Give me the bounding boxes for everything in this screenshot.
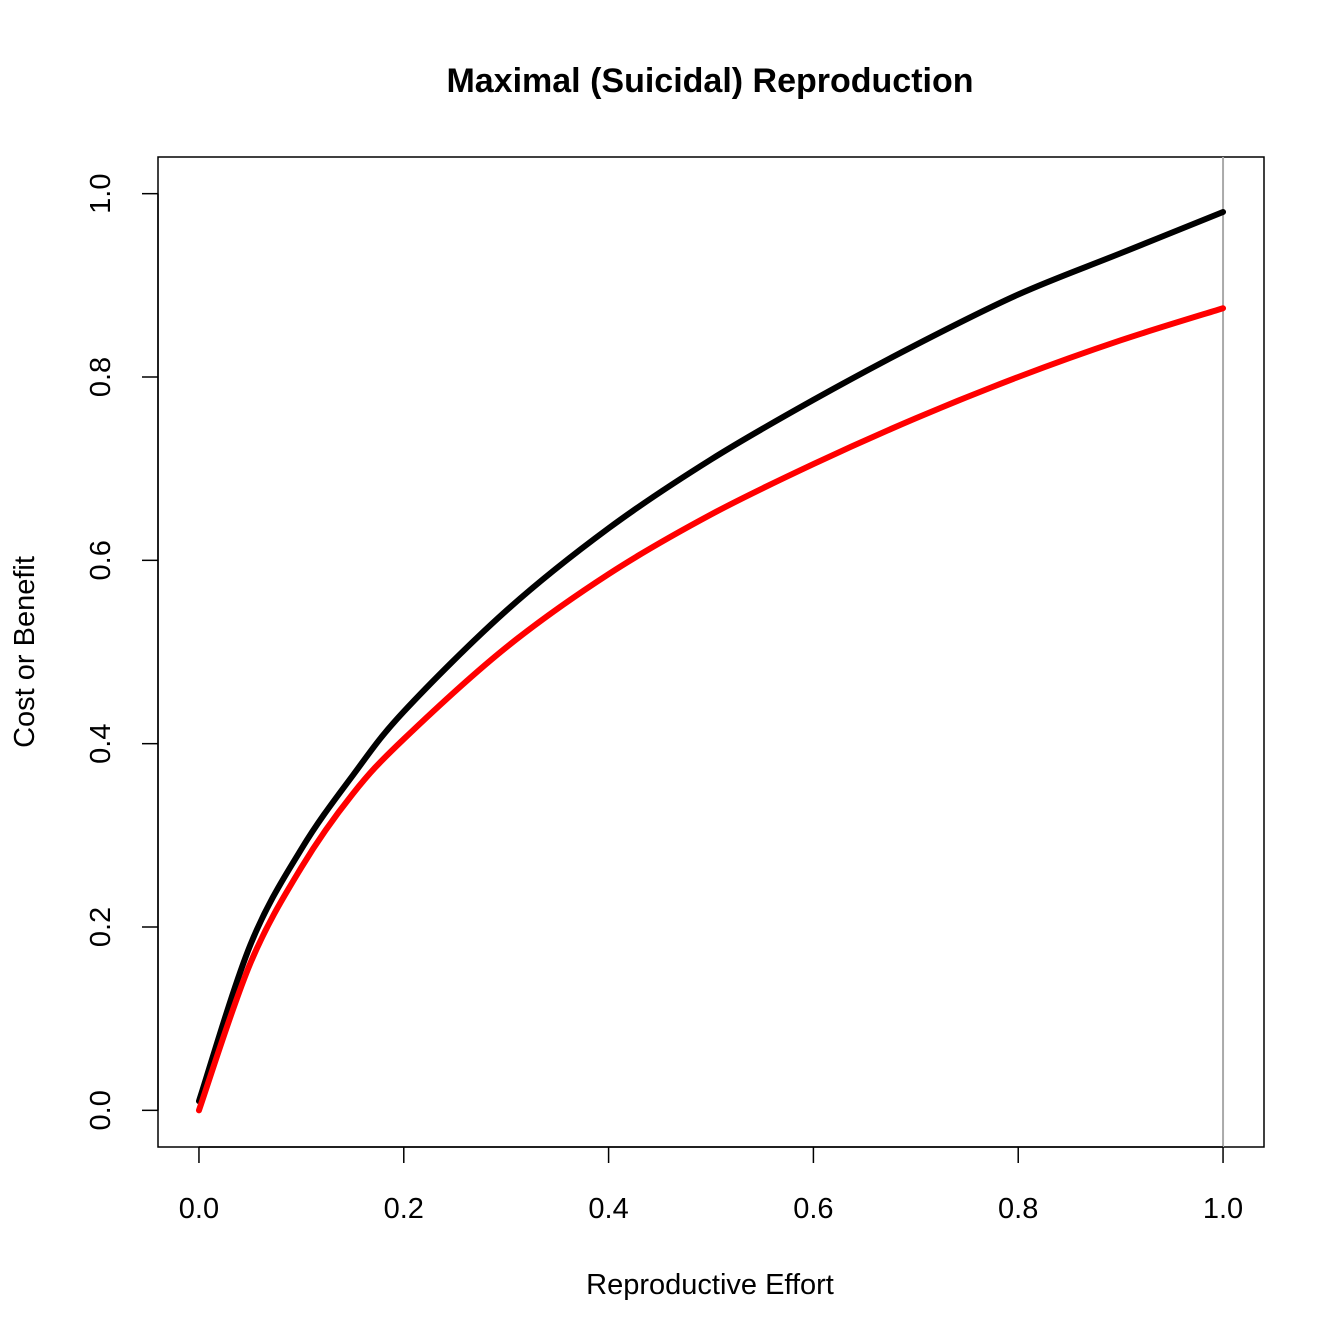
y-tick-label: 1.0 <box>85 174 117 214</box>
x-axis-label: Reproductive Effort <box>586 1269 834 1301</box>
x-tick-label: 1.0 <box>1203 1193 1243 1225</box>
series-line-2 <box>195 305 1227 1114</box>
y-tick-label: 0.0 <box>85 1090 117 1130</box>
y-tick-label: 0.4 <box>85 724 117 764</box>
y-tick-label: 0.6 <box>85 540 117 580</box>
y-tick-label: 0.2 <box>85 907 117 947</box>
x-tick-label: 0.2 <box>384 1193 424 1225</box>
chart-title: Maximal (Suicidal) Reproduction <box>446 62 973 100</box>
x-tick-label: 0.6 <box>793 1193 833 1225</box>
y-tick-label: 0.8 <box>85 357 117 397</box>
x-tick-label: 0.8 <box>998 1193 1038 1225</box>
x-tick-label: 0.0 <box>179 1193 219 1225</box>
series-line-1 <box>195 209 1227 1105</box>
y-axis-label: Cost or Benefit <box>9 556 41 748</box>
x-tick-label: 0.4 <box>588 1193 628 1225</box>
